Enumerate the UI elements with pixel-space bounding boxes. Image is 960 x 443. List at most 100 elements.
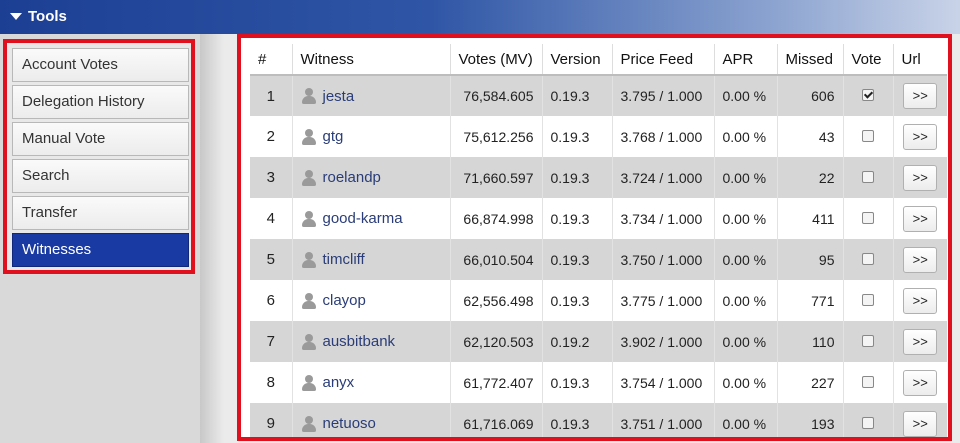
url-cell: >>	[893, 321, 947, 362]
table-row: 4 good-karma 66,874.998 0.19.3 3.734 / 1.000…	[250, 198, 947, 239]
tools-title-label: Tools	[28, 8, 67, 25]
url-cell: >>	[893, 280, 947, 321]
sidebar-item-search[interactable]: Search	[12, 159, 189, 193]
table-row: 3 roelandp 71,660.597 0.19.3 3.724 / 1.000 0.…	[250, 157, 947, 198]
vote-cell	[843, 198, 894, 239]
url-button[interactable]: >>	[903, 123, 938, 150]
url-cell: >>	[893, 403, 947, 437]
witness-link[interactable]: roelandp	[322, 169, 381, 186]
vote-checkbox[interactable]	[862, 293, 874, 306]
sidebar-item-account-votes[interactable]: Account Votes	[12, 48, 189, 82]
vote-checkbox[interactable]	[862, 252, 874, 265]
table-row: 5 timcliff 66,010.504 0.19.3 3.750 / 1.000 0.…	[250, 239, 947, 280]
witness-link[interactable]: gtg	[322, 128, 344, 145]
url-button[interactable]: >>	[903, 369, 938, 396]
column-header-price-feed[interactable]: Price Feed	[612, 44, 715, 75]
witness-cell: jesta	[292, 75, 451, 116]
vote-checkbox[interactable]	[862, 170, 874, 183]
tools-title[interactable]: Tools	[10, 8, 67, 25]
missed-cell: 110	[777, 321, 844, 362]
witness-cell: roelandp	[292, 157, 451, 198]
votes-cell: 61,716.069	[450, 403, 543, 437]
witness-link[interactable]: clayop	[322, 292, 366, 309]
column-header-version[interactable]: Version	[542, 44, 613, 75]
votes-cell: 76,584.605	[450, 75, 543, 116]
column-header-missed[interactable]: Missed	[777, 44, 844, 75]
url-cell: >>	[893, 239, 947, 280]
table-row: 2 gtg 75,612.256 0.19.3 3.768 / 1.000 0.00 % 4…	[250, 116, 947, 157]
version-cell: 0.19.3	[542, 362, 613, 403]
witness-link[interactable]: timcliff	[322, 251, 365, 268]
url-button[interactable]: >>	[903, 205, 938, 232]
votes-cell: 71,660.597	[450, 157, 543, 198]
witness-cell: gtg	[292, 116, 451, 157]
price-feed-cell: 3.751 / 1.000	[612, 403, 715, 437]
url-button[interactable]: >>	[903, 83, 938, 109]
price-feed-cell: 3.724 / 1.000	[612, 157, 715, 198]
apr-cell: 0.00 %	[714, 239, 778, 280]
missed-cell: 22	[777, 157, 844, 198]
rank-cell: 7	[250, 321, 293, 362]
column-header-votes[interactable]: Votes (MV)	[450, 44, 543, 75]
apr-cell: 0.00 %	[714, 116, 778, 157]
user-icon	[301, 169, 316, 186]
vote-checkbox[interactable]	[862, 375, 874, 388]
votes-cell: 62,120.503	[450, 321, 543, 362]
missed-cell: 227	[777, 362, 844, 403]
missed-cell: 411	[777, 198, 844, 239]
table-row: 1 jesta 76,584.605 0.19.3 3.795 / 1.000 0.00 …	[250, 75, 947, 116]
caret-down-icon	[10, 13, 22, 20]
witness-cell: good-karma	[292, 198, 451, 239]
apr-cell: 0.00 %	[714, 75, 778, 116]
apr-cell: 0.00 %	[714, 280, 778, 321]
url-button[interactable]: >>	[903, 410, 938, 437]
version-cell: 0.19.3	[542, 403, 613, 437]
rank-cell: 9	[250, 403, 293, 437]
vote-checkbox[interactable]	[862, 89, 874, 101]
witness-cell: netuoso	[292, 403, 451, 437]
column-header-witness[interactable]: Witness	[292, 44, 451, 75]
rank-cell: 3	[250, 157, 293, 198]
tools-header[interactable]: Tools	[0, 0, 960, 34]
url-button[interactable]: >>	[903, 287, 938, 314]
witnesses-panel: # Witness Votes (MV) Version Price Feed …	[237, 34, 952, 441]
column-header-url[interactable]: Url	[893, 44, 947, 75]
sidebar-item-transfer[interactable]: Transfer	[12, 196, 189, 230]
table-row: 7 ausbitbank 62,120.503 0.19.2 3.902 / 1.000…	[250, 321, 947, 362]
missed-cell: 606	[777, 75, 844, 116]
url-button[interactable]: >>	[903, 246, 938, 273]
version-cell: 0.19.3	[542, 116, 613, 157]
witnesses-table: # Witness Votes (MV) Version Price Feed …	[250, 44, 947, 437]
price-feed-cell: 3.750 / 1.000	[612, 239, 715, 280]
witness-link[interactable]: netuoso	[322, 415, 376, 432]
missed-cell: 193	[777, 403, 844, 437]
witness-link[interactable]: jesta	[322, 87, 355, 105]
rank-cell: 4	[250, 198, 293, 239]
witness-cell: anyx	[292, 362, 451, 403]
sidebar-item-manual-vote[interactable]: Manual Vote	[12, 122, 189, 156]
url-button[interactable]: >>	[903, 164, 938, 191]
witness-link[interactable]: anyx	[322, 374, 355, 391]
user-icon	[301, 210, 316, 227]
sidebar-shadow	[200, 34, 224, 443]
vote-checkbox[interactable]	[862, 416, 874, 429]
sidebar-item-witnesses[interactable]: Witnesses	[12, 233, 189, 267]
vote-cell	[843, 239, 894, 280]
vote-checkbox[interactable]	[862, 129, 874, 142]
column-header-rank[interactable]: #	[250, 44, 293, 75]
column-header-apr[interactable]: APR	[714, 44, 778, 75]
votes-cell: 62,556.498	[450, 280, 543, 321]
missed-cell: 95	[777, 239, 844, 280]
url-cell: >>	[893, 198, 947, 239]
user-icon	[301, 292, 316, 309]
vote-checkbox[interactable]	[862, 211, 874, 224]
witness-link[interactable]: good-karma	[322, 210, 403, 227]
witness-cell: timcliff	[292, 239, 451, 280]
vote-checkbox[interactable]	[862, 334, 874, 347]
votes-cell: 75,612.256	[450, 116, 543, 157]
column-header-vote[interactable]: Vote	[843, 44, 894, 75]
sidebar-item-delegation-history[interactable]: Delegation History	[12, 85, 189, 119]
apr-cell: 0.00 %	[714, 157, 778, 198]
witness-link[interactable]: ausbitbank	[322, 333, 396, 350]
url-button[interactable]: >>	[903, 328, 938, 355]
